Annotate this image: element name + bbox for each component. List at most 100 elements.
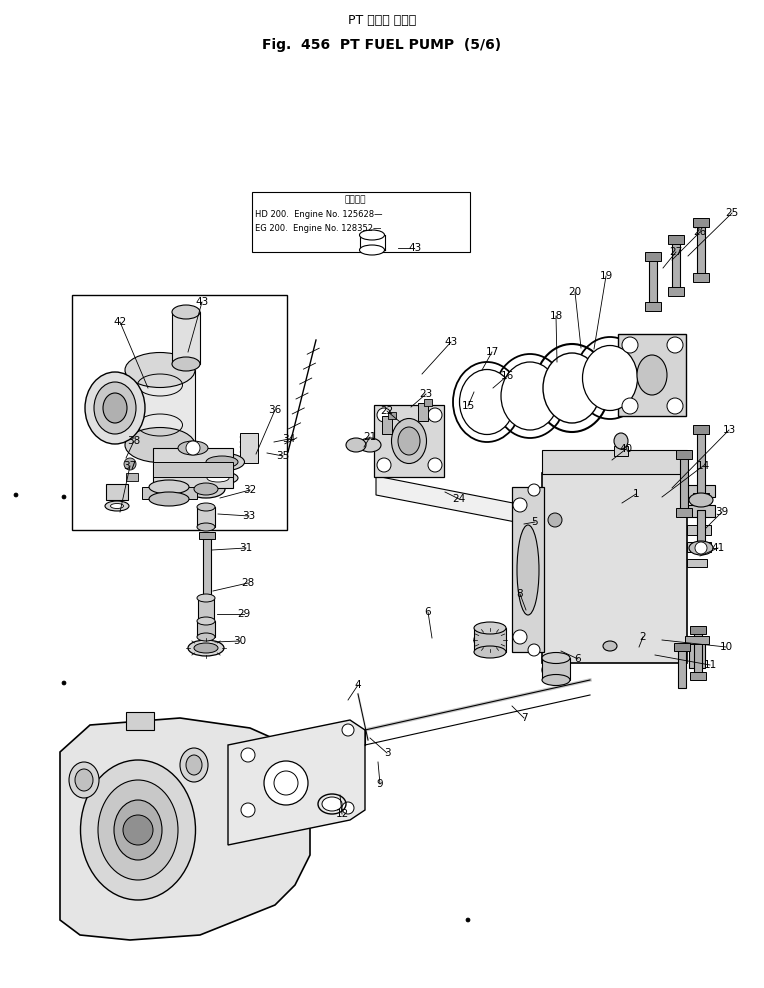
Bar	[199, 532, 215, 539]
Bar	[687, 505, 715, 517]
Text: 20: 20	[568, 287, 581, 297]
Circle shape	[695, 542, 707, 554]
Circle shape	[186, 441, 200, 455]
Bar	[153, 448, 233, 488]
Circle shape	[264, 761, 308, 805]
Ellipse shape	[582, 346, 637, 410]
Circle shape	[123, 815, 153, 845]
Text: 6: 6	[425, 607, 432, 617]
Ellipse shape	[637, 355, 667, 395]
Bar	[474, 628, 506, 652]
Bar	[203, 535, 211, 600]
Ellipse shape	[105, 501, 129, 511]
Text: 43: 43	[445, 337, 458, 347]
Ellipse shape	[346, 438, 366, 452]
Circle shape	[513, 498, 527, 512]
Text: 25: 25	[725, 208, 739, 218]
Bar	[672, 240, 680, 292]
Bar	[687, 485, 715, 497]
Ellipse shape	[207, 474, 229, 482]
Circle shape	[377, 408, 391, 422]
Ellipse shape	[197, 633, 215, 641]
Ellipse shape	[197, 523, 215, 531]
Text: 18: 18	[549, 311, 562, 321]
Text: 29: 29	[238, 609, 251, 619]
Ellipse shape	[114, 800, 162, 860]
Bar	[106, 484, 128, 500]
Circle shape	[466, 918, 470, 922]
Bar	[693, 218, 709, 227]
Ellipse shape	[501, 362, 559, 430]
Ellipse shape	[149, 492, 189, 506]
Text: 24: 24	[452, 494, 465, 504]
Text: 10: 10	[720, 642, 733, 652]
Text: 適用番号: 適用番号	[345, 196, 366, 205]
Text: 34: 34	[283, 434, 296, 444]
Ellipse shape	[603, 641, 617, 651]
Text: 43: 43	[409, 243, 422, 253]
Bar	[388, 412, 396, 419]
Text: 36: 36	[268, 405, 282, 415]
Bar	[153, 462, 233, 477]
Ellipse shape	[188, 640, 224, 656]
Circle shape	[14, 493, 18, 497]
Text: 17: 17	[485, 347, 499, 357]
Bar	[125, 370, 195, 445]
Ellipse shape	[398, 427, 420, 455]
Circle shape	[241, 748, 255, 762]
Ellipse shape	[75, 769, 93, 791]
Text: 1: 1	[633, 489, 639, 499]
Text: EG 200.  Engine No. 128352—: EG 200. Engine No. 128352—	[255, 223, 381, 232]
Ellipse shape	[360, 245, 384, 255]
Ellipse shape	[98, 780, 178, 880]
Bar	[697, 430, 705, 498]
Ellipse shape	[474, 629, 506, 651]
Text: 3: 3	[384, 748, 390, 758]
Text: 43: 43	[196, 297, 209, 307]
Text: HD 200.  Engine No. 125628—: HD 200. Engine No. 125628—	[255, 209, 383, 218]
Ellipse shape	[199, 453, 244, 471]
Bar	[72, 295, 287, 530]
Ellipse shape	[187, 480, 225, 498]
Bar	[649, 257, 657, 307]
Bar	[126, 473, 138, 481]
Text: 32: 32	[244, 485, 257, 495]
Text: 35: 35	[277, 451, 290, 461]
Ellipse shape	[359, 438, 381, 452]
Text: 27: 27	[669, 247, 682, 257]
Text: 19: 19	[600, 271, 613, 281]
Ellipse shape	[322, 797, 342, 811]
Ellipse shape	[103, 393, 127, 423]
Circle shape	[241, 803, 255, 817]
Bar	[126, 712, 154, 730]
Ellipse shape	[172, 305, 200, 319]
Bar	[687, 559, 707, 567]
Circle shape	[428, 458, 442, 472]
Bar	[374, 405, 444, 477]
Bar	[687, 525, 711, 535]
Circle shape	[528, 644, 540, 656]
Ellipse shape	[69, 762, 99, 798]
Bar	[693, 425, 709, 434]
Text: 40: 40	[620, 444, 633, 454]
Bar	[542, 473, 687, 663]
Text: 2: 2	[639, 632, 646, 642]
Text: 13: 13	[723, 425, 736, 435]
Ellipse shape	[194, 643, 218, 653]
Polygon shape	[60, 718, 310, 940]
Text: 7: 7	[521, 713, 527, 723]
Ellipse shape	[360, 230, 384, 240]
Ellipse shape	[197, 594, 215, 602]
Ellipse shape	[111, 504, 124, 509]
Ellipse shape	[517, 525, 539, 615]
Bar	[678, 648, 686, 688]
Text: 8: 8	[516, 589, 523, 599]
Circle shape	[622, 398, 638, 414]
Bar	[693, 273, 709, 282]
Bar	[240, 433, 258, 463]
Text: 42: 42	[113, 317, 127, 327]
Ellipse shape	[85, 372, 145, 444]
Bar	[197, 621, 215, 637]
Text: 26: 26	[694, 227, 707, 237]
Bar	[694, 631, 702, 677]
